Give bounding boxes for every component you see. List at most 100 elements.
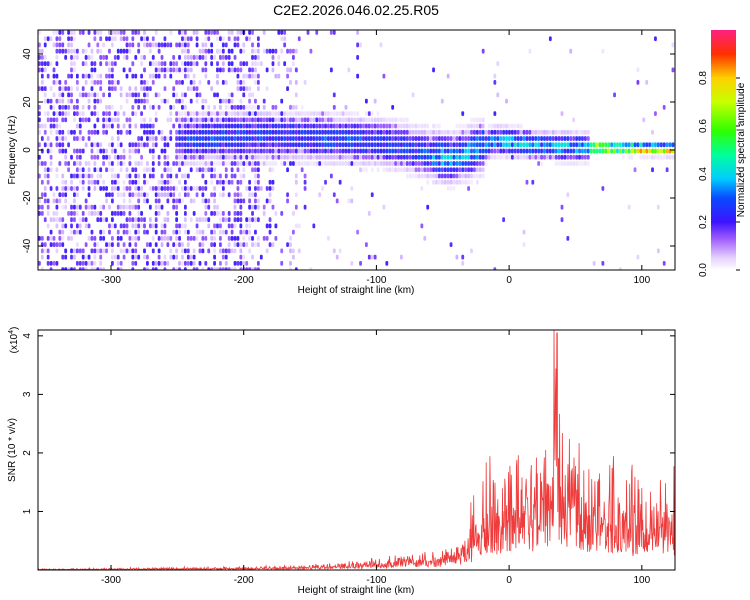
spectrogram-cell (90, 204, 94, 210)
spectrogram-cell (163, 236, 167, 241)
spectrogram-cell (446, 142, 450, 148)
spectrogram-cell (394, 142, 397, 148)
spectrogram-cell (189, 142, 193, 148)
spectrogram-cell (671, 142, 675, 148)
spectrogram-cell (344, 148, 348, 154)
spectrogram-cell (280, 36, 284, 42)
spectrogram-cell (49, 98, 53, 104)
spectrogram-cell (166, 161, 170, 166)
spectrogram-cell (470, 167, 473, 173)
spectrogram-cell (262, 123, 266, 129)
spectrogram-cell (166, 167, 170, 173)
spectrogram-cell (332, 192, 336, 198)
spectrogram-cell (437, 136, 441, 141)
spectrogram-cell (108, 123, 111, 129)
spectrogram-cell (414, 148, 418, 154)
spectrogram-cell (294, 92, 298, 98)
spectrogram-cell (391, 117, 395, 123)
spectrogram-cell (175, 117, 179, 123)
spectrogram-cell (175, 267, 179, 270)
spectrogram-cell (327, 129, 330, 135)
spectrogram-cell (327, 111, 330, 116)
spectrogram-cell (183, 217, 187, 223)
spectrogram-cell (256, 80, 260, 85)
spectrogram-cell (134, 86, 138, 92)
spectrogram-cell (411, 167, 415, 173)
spectrogram-cell (382, 148, 386, 154)
spectrogram-cell (473, 142, 476, 148)
spectrogram-cell (248, 223, 252, 229)
spectrogram-cell (379, 42, 383, 48)
spectrogram-cell (163, 223, 167, 229)
spectrogram-cell (204, 61, 208, 67)
spectrogram-cell (510, 136, 514, 141)
spectrogram-cell (183, 117, 187, 123)
spectrogram-cell (128, 161, 132, 166)
spectrogram-cell (516, 129, 520, 135)
spectrogram-cell (265, 67, 269, 73)
spectrogram-cell (213, 192, 216, 198)
spectrogram-cell (210, 61, 214, 67)
spectrogram-cell (464, 179, 468, 185)
spectrogram-cell (467, 129, 470, 135)
spectrogram-cell (461, 173, 465, 179)
spectrogram-cell (359, 260, 362, 266)
spectrogram-cell (306, 154, 310, 160)
spectrogram-cell (175, 154, 179, 160)
spectrogram-cell (294, 267, 298, 270)
spectrogram-cell (169, 236, 173, 241)
spectrogram-y-tick-label: -20 (22, 190, 33, 205)
spectrogram-cell (119, 167, 123, 173)
spectrogram-cell (452, 129, 456, 135)
spectrogram-x-tick-label: -300 (101, 275, 121, 286)
spectrogram-cell (236, 260, 240, 266)
spectrogram-cell (528, 142, 532, 148)
spectrogram-cell (81, 179, 85, 185)
spectrogram-cell (181, 42, 184, 48)
spectrogram-cell (175, 229, 179, 235)
spectrogram-cell (210, 55, 214, 60)
spectrogram-cell (280, 129, 284, 135)
spectrogram-cell (233, 267, 237, 270)
spectrogram-cell (230, 67, 234, 73)
spectrogram-cell (110, 104, 114, 110)
spectrogram-cell (105, 117, 108, 123)
spectrogram-cell (154, 242, 158, 248)
spectrogram-cell (198, 260, 202, 266)
spectrogram-cell (519, 154, 523, 160)
spectrogram-cell (461, 254, 465, 260)
spectrogram-cell (426, 142, 430, 148)
spectrogram-cell (122, 161, 126, 166)
spectrogram-x-tick-label: -100 (366, 275, 386, 286)
spectrogram-cell (204, 73, 208, 79)
spectrogram-cell (122, 55, 126, 60)
spectrogram-cell (283, 136, 287, 141)
spectrogram-cell (286, 198, 289, 204)
spectrogram-cell (131, 223, 135, 229)
spectrogram-cell (131, 42, 135, 48)
spectrogram-cell (113, 186, 117, 191)
spectrogram-cell (119, 142, 123, 148)
spectrogram-cell (38, 198, 41, 204)
spectrogram-cell (306, 142, 310, 148)
spectrogram-cell (356, 129, 360, 135)
spectrogram-cell (475, 117, 479, 123)
spectrogram-cell (61, 236, 65, 241)
spectrogram-cell (259, 136, 263, 141)
spectrogram-cell (248, 248, 252, 254)
spectrogram-cell (350, 186, 354, 191)
spectrogram-cell (201, 267, 205, 270)
spectrogram-cell (297, 223, 301, 229)
spectrogram-cell (362, 123, 365, 129)
spectrogram-cell (414, 173, 418, 179)
spectrogram-cell (543, 142, 546, 148)
spectrogram-cell (105, 186, 108, 191)
spectrogram-cell (58, 48, 62, 54)
spectrogram-cell (452, 154, 456, 160)
spectrogram-cell (219, 236, 222, 241)
spectrogram-cell (128, 154, 132, 160)
spectrogram-cell (151, 73, 155, 79)
spectrogram-cell (221, 267, 225, 270)
spectrogram-cell (99, 236, 103, 241)
spectrogram-cell (186, 229, 190, 235)
